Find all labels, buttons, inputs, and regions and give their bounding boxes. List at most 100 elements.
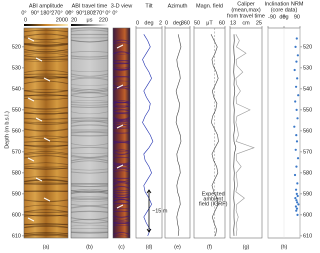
panel-frame <box>229 27 263 239</box>
texture <box>23 89 69 92</box>
point <box>295 209 298 212</box>
texture <box>112 66 131 69</box>
y-tick-label-right: 530 <box>303 65 312 71</box>
y-tick-label-right: 580 <box>303 170 312 176</box>
texture <box>112 181 131 184</box>
azimuth-tick-label: 90° <box>31 10 39 16</box>
span-arrow <box>146 189 152 233</box>
y-tick-label: 580 <box>12 170 21 176</box>
point <box>297 94 300 97</box>
texture <box>70 89 109 93</box>
texture <box>23 43 69 46</box>
texture <box>23 211 69 213</box>
texture <box>112 198 131 202</box>
panel-label: (h) <box>281 244 288 250</box>
color-bar <box>71 24 108 26</box>
texture <box>23 49 69 52</box>
depth-axis-label: Depth (m b.s.l.) <box>4 111 10 149</box>
log-line <box>142 34 154 237</box>
texture <box>70 101 109 104</box>
texture <box>23 69 69 73</box>
texture <box>23 176 69 179</box>
panel-label: (b) <box>86 244 93 250</box>
texture <box>23 214 69 217</box>
point <box>295 134 298 137</box>
azimuth-tick-label: 0° <box>105 10 110 16</box>
texture <box>70 168 109 171</box>
point <box>296 117 299 120</box>
texture <box>70 204 109 207</box>
texture <box>70 231 109 234</box>
point <box>293 125 296 128</box>
texture <box>23 48 69 53</box>
texture <box>70 171 109 174</box>
texture <box>112 104 131 107</box>
texture <box>23 162 69 165</box>
texture <box>70 26 109 30</box>
texture <box>23 117 69 120</box>
texture <box>23 112 69 115</box>
texture <box>112 87 131 91</box>
texture <box>23 106 69 110</box>
texture <box>23 148 69 151</box>
texture <box>112 223 131 225</box>
fracture-arrow <box>116 164 124 169</box>
log-line <box>175 34 182 236</box>
point <box>295 165 298 168</box>
texture <box>70 51 109 53</box>
texture <box>23 232 69 235</box>
panel-title: 3-D view <box>111 3 132 9</box>
fracture-arrow <box>116 124 124 129</box>
texture <box>112 182 131 186</box>
texture <box>23 232 69 234</box>
panel-label: (c) <box>118 244 125 250</box>
texture <box>70 134 109 137</box>
azimuth-tick-label: 0° <box>65 10 70 16</box>
texture <box>70 218 109 222</box>
texture <box>70 117 109 120</box>
panel-title: (mean,max) <box>231 7 261 13</box>
texture <box>112 84 131 88</box>
annotation: Expected <box>202 191 225 197</box>
panel-label: (e) <box>174 244 181 250</box>
point <box>294 45 297 49</box>
texture <box>70 143 109 146</box>
texture <box>70 131 109 134</box>
texture <box>23 52 69 56</box>
texture <box>112 140 131 143</box>
panel-frame <box>164 27 191 239</box>
panel-label: (a) <box>43 244 50 250</box>
texture <box>23 37 69 41</box>
y-tick-label: 540 <box>12 86 21 92</box>
panel-title: Tilt <box>145 3 153 9</box>
scale-tick-label: 20 <box>71 17 77 23</box>
texture <box>112 232 131 236</box>
texture <box>23 199 69 203</box>
texture <box>23 51 69 53</box>
texture <box>23 225 69 228</box>
y-tick-label: 560 <box>12 128 21 134</box>
texture <box>70 146 109 149</box>
texture <box>112 39 131 43</box>
texture <box>112 163 131 166</box>
texture <box>23 204 69 208</box>
y-tick-label: 610 <box>12 233 21 239</box>
color-bar <box>24 24 68 26</box>
texture <box>112 161 131 165</box>
annotation: ~15 m <box>152 208 168 214</box>
texture <box>112 215 131 218</box>
y-tick-label: 570 <box>12 149 21 155</box>
texture <box>23 209 69 213</box>
texture <box>23 179 69 183</box>
y-tick-label-right: 570 <box>303 149 312 155</box>
y-tick-label: 550 <box>12 107 21 113</box>
log-line <box>210 34 219 236</box>
x-tick-label: 13 <box>230 20 236 26</box>
texture <box>23 214 69 217</box>
texture <box>70 119 109 122</box>
x-tick-label: 2 <box>159 20 162 26</box>
texture <box>70 70 109 73</box>
texture <box>112 51 131 55</box>
texture <box>70 190 109 195</box>
texture <box>23 225 69 229</box>
